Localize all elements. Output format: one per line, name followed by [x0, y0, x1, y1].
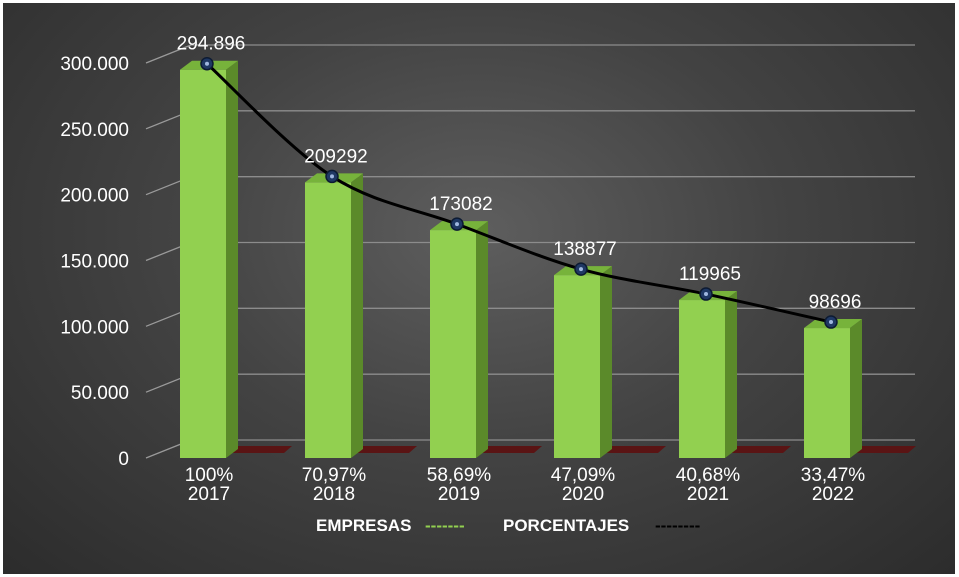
x-year-label: 2021 — [687, 484, 729, 505]
y-tick-label: 50.000 — [71, 383, 129, 404]
line-marker-highlight — [704, 292, 708, 297]
bar-side — [600, 266, 612, 458]
bar-front — [554, 275, 600, 458]
floor-accent — [230, 446, 292, 453]
line-layer — [200, 56, 838, 329]
bar-layer — [180, 60, 862, 459]
x-percent-label: 40,68% — [676, 465, 741, 486]
legend-dash-porcentajes: -------- — [655, 516, 700, 535]
chart-svg: 0 50.000 100.000 150.000 200.000 250.000 300.0… — [60, 34, 916, 535]
bar-2018 — [305, 173, 363, 459]
x-year-label: 2018 — [313, 484, 355, 505]
x-percent-label: 58,69% — [427, 465, 492, 486]
chart-frame: 0 50.000 100.000 150.000 200.000 250.000 300.0… — [3, 3, 955, 574]
bar-front — [305, 182, 351, 459]
bar-2019 — [430, 221, 488, 458]
line-marker-highlight — [829, 320, 833, 325]
bar-front — [430, 230, 476, 458]
y-tick-label: 250.000 — [60, 120, 129, 141]
data-label-2022: 98696 — [809, 292, 862, 313]
x-percent-label: 70,97% — [302, 465, 367, 486]
bar-2021 — [679, 291, 737, 458]
bar-front — [679, 300, 725, 458]
legend: EMPRESAS ------- PORCENTAJES -------- — [316, 516, 700, 535]
x-year-label: 2019 — [438, 484, 480, 505]
bar-side — [725, 291, 737, 458]
bar-front — [804, 328, 850, 458]
bar-side — [850, 319, 862, 458]
data-label-2019: 173082 — [429, 194, 492, 215]
x-axis-labels: 100%2017 70,97%2018 58,69%2019 47,09%2020 40… — [185, 465, 866, 505]
legend-dash-empresas: ------- — [425, 516, 465, 535]
line-marker-highlight — [455, 222, 459, 227]
x-year-label: 2020 — [562, 484, 604, 505]
data-label-2018: 209292 — [304, 146, 367, 167]
bar-front — [180, 69, 226, 458]
legend-label-empresas: EMPRESAS — [316, 516, 411, 535]
floor-accent — [355, 446, 417, 453]
x-percent-label: 47,09% — [551, 465, 616, 486]
bar-side — [351, 173, 363, 459]
x-percent-label: 100% — [185, 465, 234, 486]
gridline-diagonal — [145, 44, 192, 64]
bar-2022 — [804, 319, 862, 458]
data-label-2020: 138877 — [553, 239, 616, 260]
bar-side — [476, 221, 488, 458]
y-axis-ticks: 0 50.000 100.000 150.000 200.000 250.000 300.0… — [60, 54, 129, 470]
y-tick-label: 150.000 — [60, 252, 129, 273]
legend-label-porcentajes: PORCENTAJES — [503, 516, 629, 535]
x-year-label: 2022 — [812, 484, 854, 505]
y-tick-label: 200.000 — [60, 186, 129, 207]
data-label-2021: 119965 — [679, 264, 741, 285]
y-tick-label: 300.000 — [60, 54, 129, 75]
floor-accent — [480, 446, 542, 453]
data-label-2017: 294.896 — [177, 34, 246, 55]
floor-accent — [854, 446, 916, 453]
bar-2017 — [180, 60, 238, 458]
y-tick-label: 100.000 — [60, 317, 129, 338]
line-marker-highlight — [330, 174, 334, 179]
x-year-label: 2017 — [188, 484, 230, 505]
line-marker-highlight — [205, 61, 209, 66]
bar-side — [226, 60, 238, 458]
y-tick-label: 0 — [118, 449, 129, 470]
floor-accent — [604, 446, 666, 453]
data-label-layer: 294.896 209292 173082 138877 119965 98696 — [177, 34, 862, 313]
line-marker-highlight — [579, 267, 583, 272]
bar-2020 — [554, 266, 612, 458]
floor-accent — [729, 446, 791, 453]
x-percent-label: 33,47% — [801, 465, 866, 486]
porcentajes-line — [205, 62, 832, 324]
floor-layer — [230, 446, 916, 453]
